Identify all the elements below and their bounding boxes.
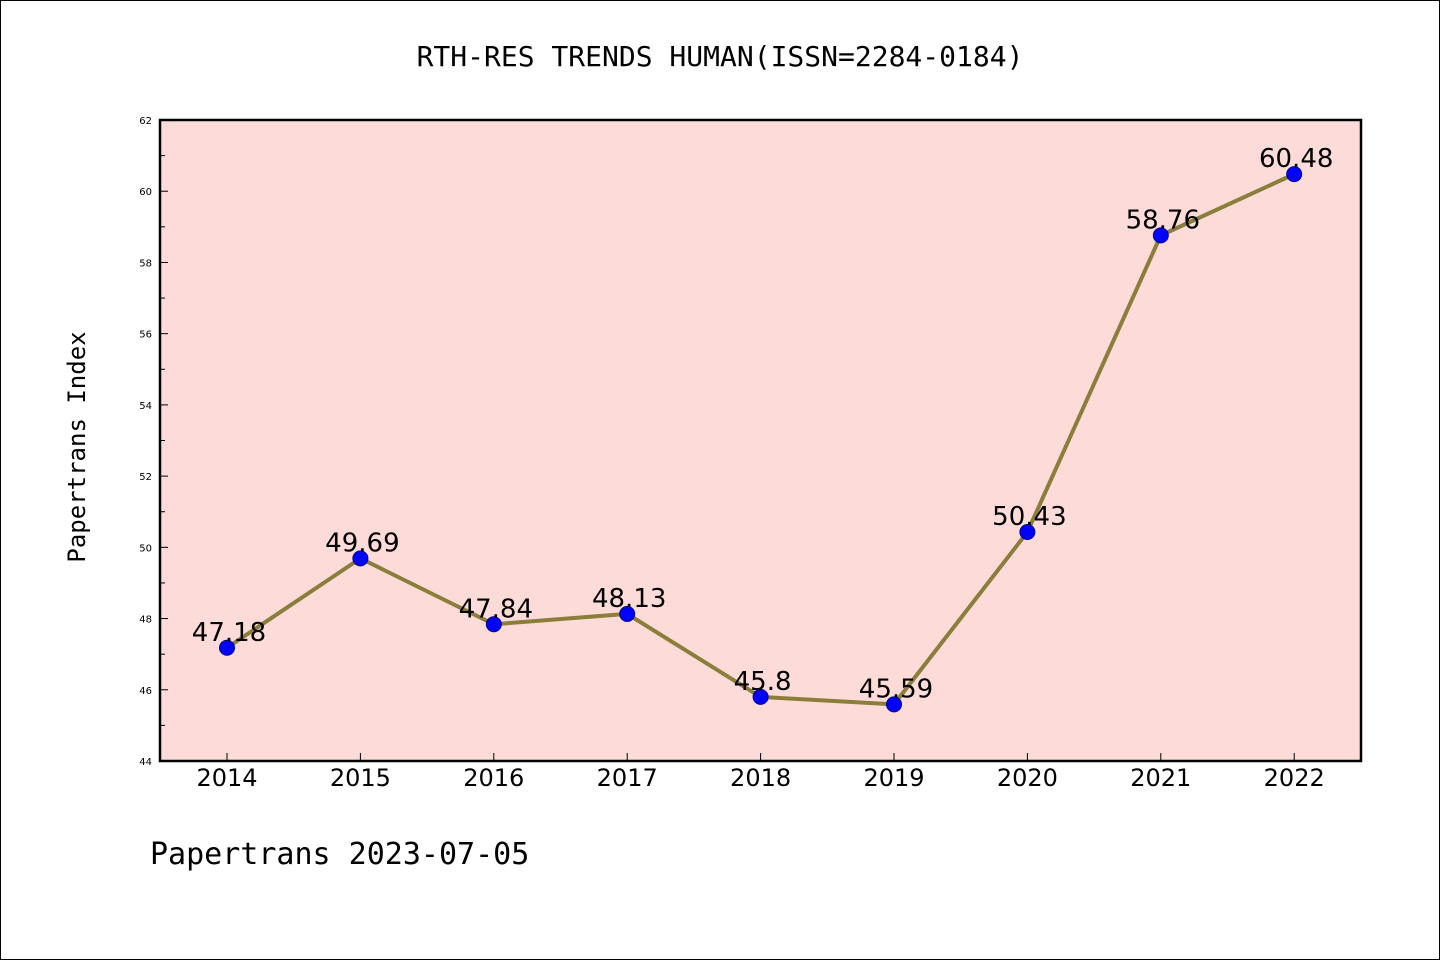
y-tick-label: 48 bbox=[139, 615, 152, 626]
x-tick-label: 2017 bbox=[597, 764, 658, 792]
data-label: 47.18 bbox=[192, 618, 266, 648]
y-tick-label: 62 bbox=[139, 116, 152, 127]
y-tick-label: 56 bbox=[139, 330, 152, 341]
x-tick-label: 2022 bbox=[1264, 764, 1325, 792]
y-axis: 44 46 48 50 52 54 56 58 60 62 bbox=[139, 116, 168, 768]
y-axis-label: Papertrans Index bbox=[63, 331, 91, 562]
data-point bbox=[752, 688, 769, 705]
y-tick-label: 50 bbox=[139, 543, 152, 554]
chart-title: RTH-RES TRENDS HUMAN(ISSN=2284-0184) bbox=[417, 40, 1024, 73]
x-tick-label: 2019 bbox=[863, 764, 924, 792]
data-point bbox=[219, 639, 235, 656]
data-point bbox=[1152, 227, 1169, 244]
y-tick-label: 54 bbox=[139, 401, 152, 412]
data-label: 48.13 bbox=[592, 584, 666, 614]
footer-text: Papertrans 2023-07-05 bbox=[150, 837, 529, 872]
x-tick-label: 2018 bbox=[730, 764, 791, 792]
y-tick-label: 52 bbox=[139, 472, 152, 483]
plot-area bbox=[158, 118, 1363, 763]
data-label: 45.59 bbox=[859, 674, 933, 704]
data-point bbox=[1286, 166, 1303, 183]
y-tick-label: 46 bbox=[139, 686, 152, 697]
data-point bbox=[886, 696, 902, 713]
x-tick-label: 2021 bbox=[1130, 764, 1191, 792]
data-label: 58.76 bbox=[1126, 205, 1200, 235]
data-point bbox=[619, 605, 636, 622]
data-point bbox=[485, 616, 502, 633]
data-label: 47.84 bbox=[459, 594, 533, 624]
x-axis: 2014 2015 2016 2017 2018 2019 2020 2021 2022 bbox=[196, 753, 1325, 792]
data-label: 50.43 bbox=[992, 502, 1066, 532]
y-tick-label: 60 bbox=[139, 187, 152, 198]
data-point bbox=[352, 550, 369, 567]
data-label: 45.8 bbox=[734, 667, 792, 697]
x-tick-label: 2015 bbox=[330, 764, 391, 792]
series-markers bbox=[219, 166, 1303, 713]
data-point bbox=[1019, 524, 1036, 541]
data-label: 60.48 bbox=[1259, 144, 1333, 174]
data-labels: 47.18 49.69 47.84 48.13 45.8 45.59 50.43 58.76 6… bbox=[192, 144, 1334, 704]
data-label: 49.69 bbox=[325, 528, 399, 558]
x-tick-label: 2014 bbox=[196, 764, 257, 792]
y-tick-label: 58 bbox=[139, 258, 152, 269]
y-tick-label: 44 bbox=[139, 757, 152, 768]
x-tick-label: 2020 bbox=[997, 764, 1058, 792]
x-tick-label: 2016 bbox=[463, 764, 524, 792]
